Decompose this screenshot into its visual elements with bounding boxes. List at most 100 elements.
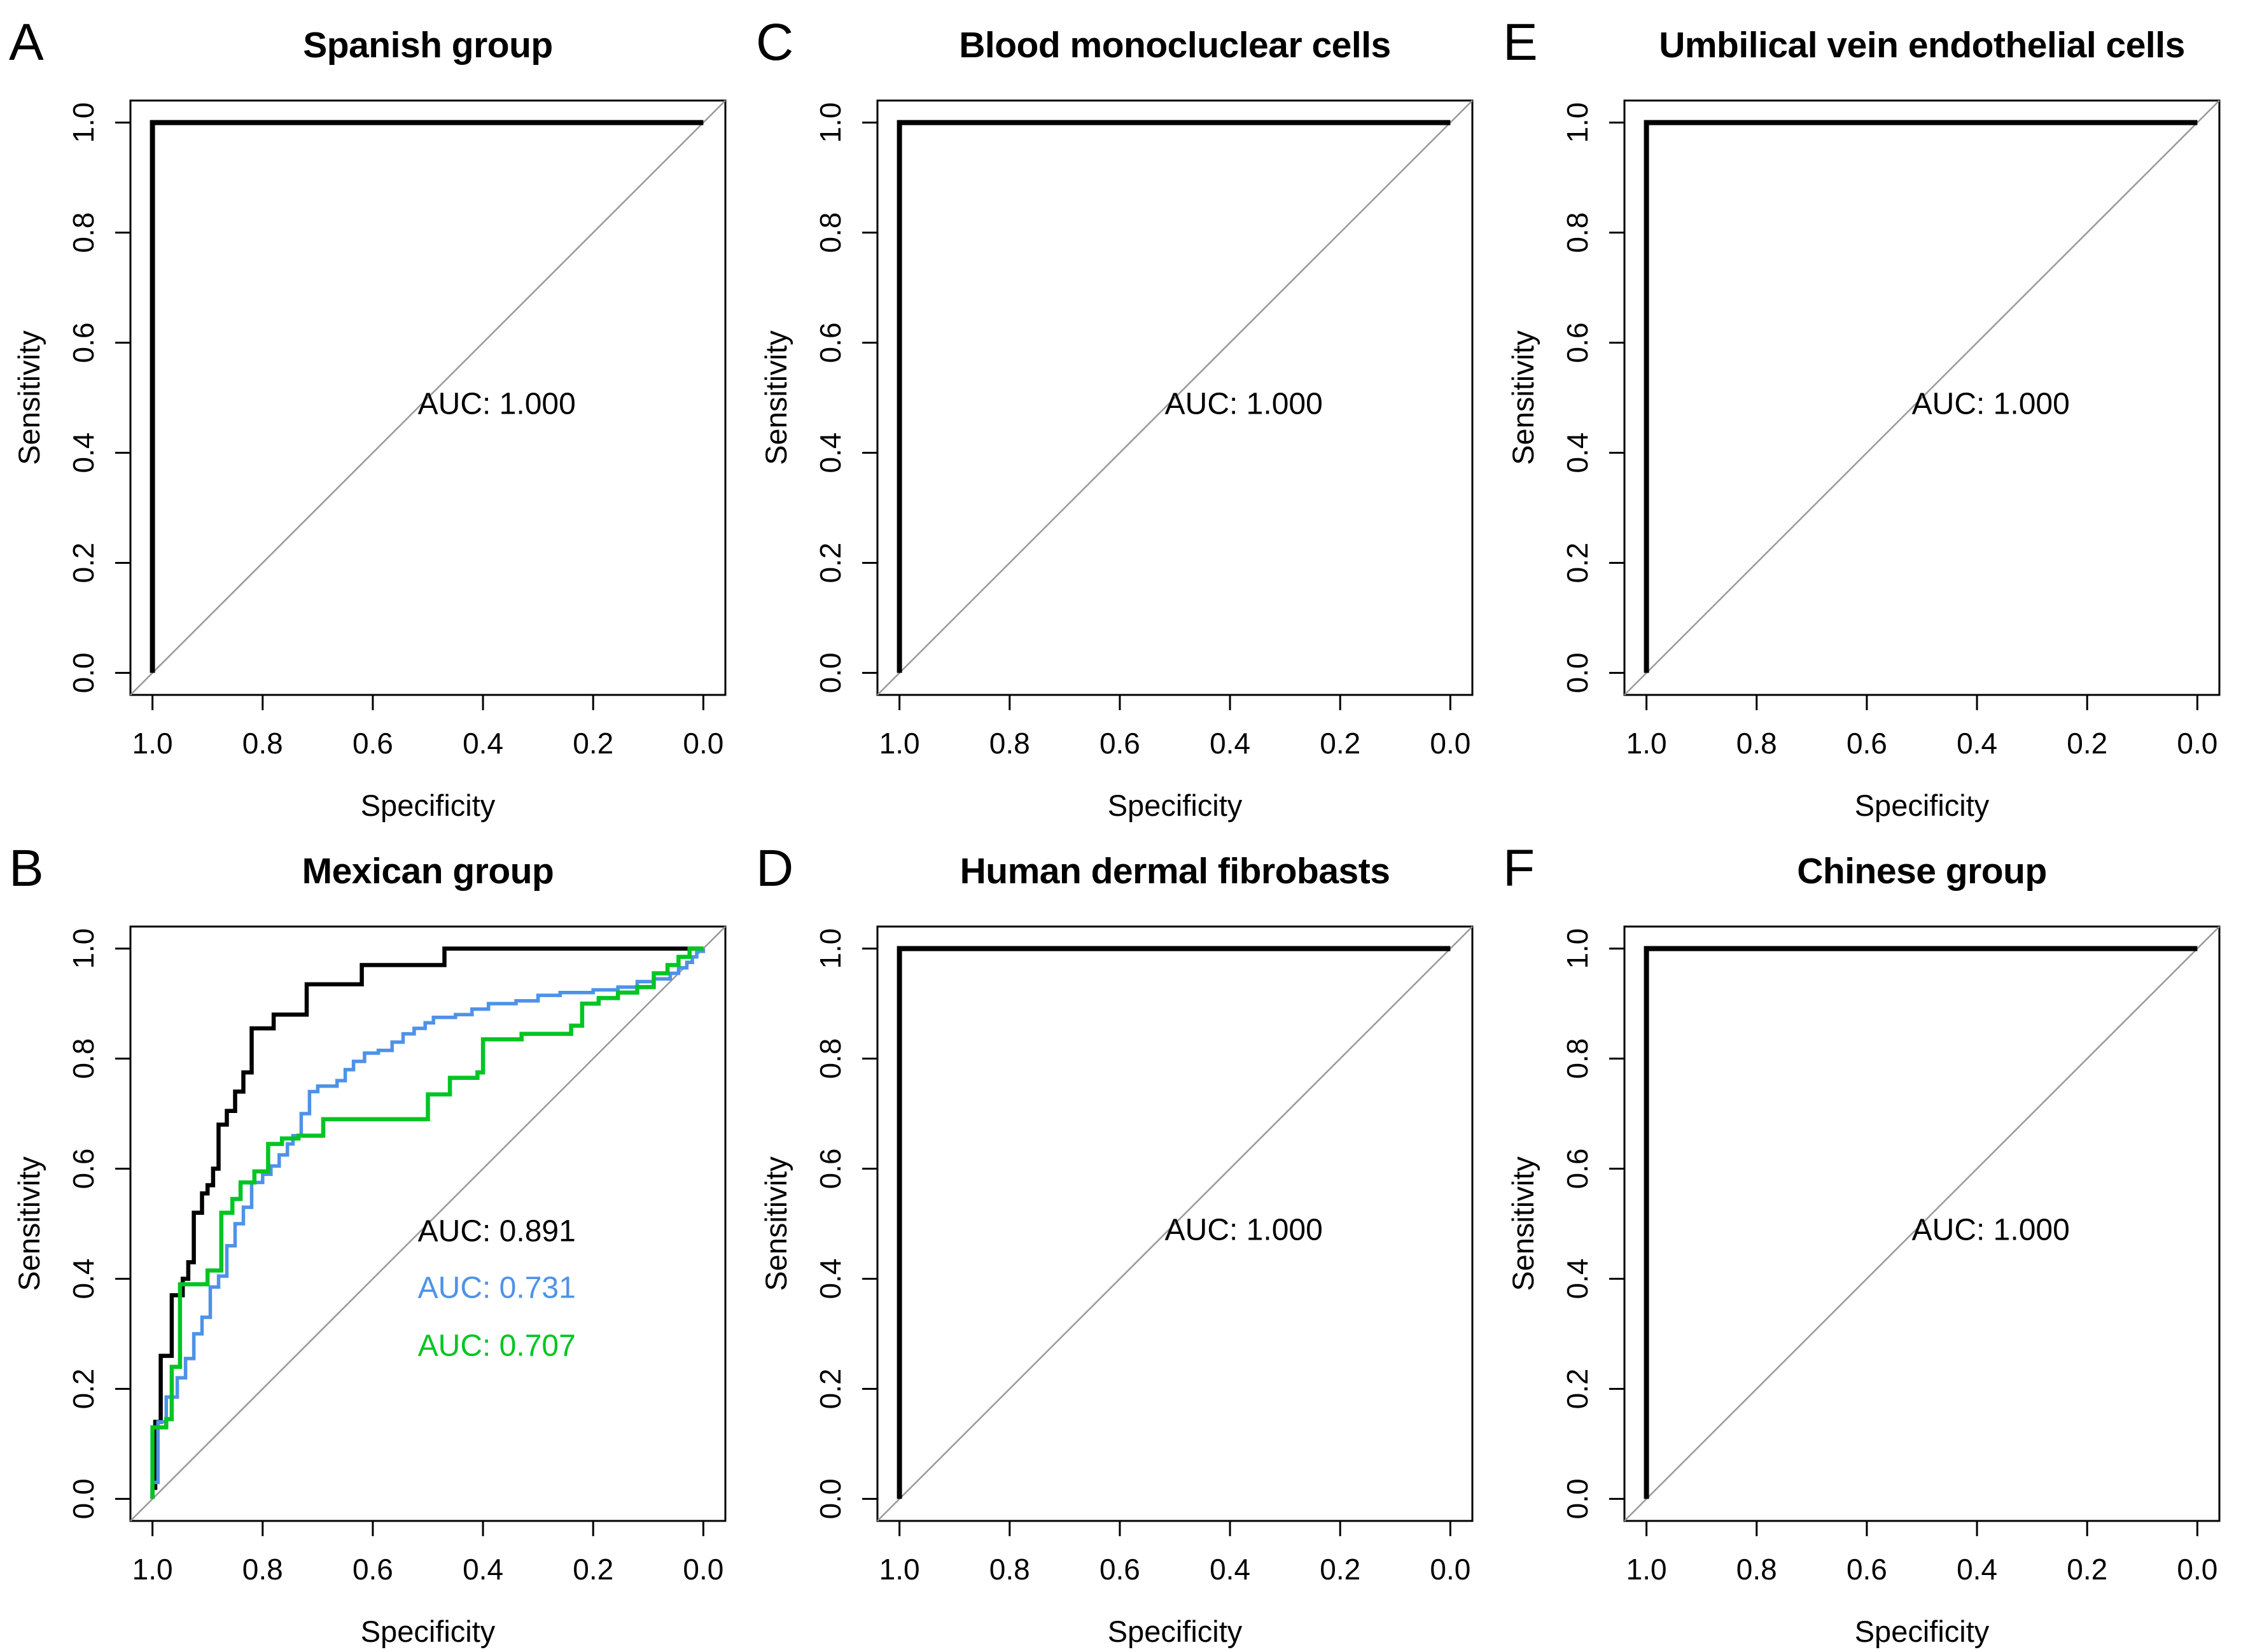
x-tick-label: 0.4 [1957, 727, 1997, 760]
x-tick-label: 0.2 [2067, 1553, 2107, 1586]
plot-box [876, 925, 1474, 1522]
panel-title: Umbilical vein endothelial cells [1659, 25, 2185, 66]
panel-letter: B [9, 839, 44, 897]
x-axis-title: Specificity [1108, 788, 1243, 822]
x-tick-label: 0.6 [1100, 727, 1140, 760]
x-tick-label: 1.0 [132, 727, 173, 760]
y-tick-label: 0.4 [67, 1259, 100, 1299]
plot-box [129, 925, 727, 1522]
y-tick-label: 1.0 [814, 102, 847, 143]
roc-plot: 1.0 0.8 0.6 0.4 0.2 0.0 0.0 0.2 0.4 0.6 0.8 1.0 Spec… [759, 925, 1474, 1648]
roc-panel-c: C Blood monocluclear cells 1.0 0.8 0.6 0.4 0… [747, 0, 1494, 826]
x-tick-label: 0.6 [1847, 727, 1887, 760]
y-tick-label: 0.4 [67, 433, 100, 473]
plot-box [1623, 99, 2221, 696]
x-tick-label: 0.0 [683, 727, 723, 760]
panel-title: Chinese group [1797, 851, 2047, 892]
x-tick-label: 0.2 [573, 727, 613, 760]
y-tick-label: 0.4 [814, 433, 847, 473]
roc-black-curve [150, 120, 704, 673]
x-tick-label: 0.6 [1847, 1553, 1887, 1586]
y-tick-label: 0.0 [1561, 1478, 1594, 1519]
panel-title: Human dermal fibrobasts [960, 851, 1390, 892]
x-tick-label: 0.0 [683, 1553, 723, 1586]
x-axis-title: Specificity [1108, 1614, 1243, 1648]
y-tick-label: 1.0 [1561, 928, 1594, 969]
y-tick-label: 0.8 [814, 1039, 847, 1079]
x-axis-title: Specificity [1855, 788, 1990, 822]
x-axis-title: Specificity [1855, 1614, 1990, 1648]
x-tick-label: 0.8 [989, 727, 1030, 760]
x-tick-label: 0.6 [353, 727, 393, 760]
roc-plot: 1.0 0.8 0.6 0.4 0.2 0.0 0.0 0.2 0.4 0.6 0.8 1.0 Spec… [12, 925, 727, 1648]
y-axis-title: Sensitivity [12, 1156, 46, 1291]
roc-plot: 1.0 0.8 0.6 0.4 0.2 0.0 0.0 0.2 0.4 0.6 0.8 1.0 Spec… [12, 99, 727, 822]
y-tick-label: 0.2 [67, 542, 100, 583]
x-tick-label: 0.2 [1320, 727, 1360, 760]
x-tick-label: 1.0 [1626, 727, 1667, 760]
y-tick-label: 1.0 [1561, 102, 1594, 143]
y-tick-label: 1.0 [67, 102, 100, 143]
x-tick-label: 1.0 [879, 727, 920, 760]
y-tick-label: 0.8 [1561, 213, 1594, 253]
auc-label: AUC: 1.000 [418, 388, 576, 421]
y-tick-label: 0.2 [814, 542, 847, 583]
roc-black-curve [1644, 946, 2198, 1499]
x-tick-label: 0.8 [1736, 727, 1777, 760]
x-tick-label: 0.8 [1736, 1553, 1777, 1586]
roc-black-curve [1644, 120, 2198, 673]
chance-diagonal-line [1624, 100, 2220, 696]
x-axis-title: Specificity [361, 1614, 496, 1648]
roc-panel-d: D Human dermal fibrobasts 1.0 0.8 0.6 0.4 0.… [747, 826, 1494, 1652]
y-tick-label: 0.8 [67, 213, 100, 253]
y-tick-label: 0.8 [1561, 1039, 1594, 1079]
panel-letter: C [756, 13, 794, 71]
x-tick-label: 0.0 [1430, 1553, 1470, 1586]
y-tick-label: 1.0 [814, 928, 847, 969]
panel-title: Blood monocluclear cells [959, 25, 1391, 66]
auc-label: AUC: 1.000 [1165, 388, 1323, 421]
panel-letter: A [9, 13, 44, 71]
x-tick-label: 1.0 [132, 1553, 173, 1586]
roc-plot: 1.0 0.8 0.6 0.4 0.2 0.0 0.0 0.2 0.4 0.6 0.8 1.0 Spec… [1506, 925, 2221, 1648]
y-tick-label: 0.0 [67, 652, 100, 693]
y-tick-label: 0.6 [67, 323, 100, 363]
x-axis-title: Specificity [361, 788, 496, 822]
panel-letter: D [756, 839, 794, 897]
x-tick-label: 0.2 [1320, 1553, 1360, 1586]
panel-title: Mexican group [302, 851, 554, 892]
panel-title: Spanish group [303, 25, 553, 66]
x-tick-label: 0.2 [2067, 727, 2107, 760]
auc-label: AUC: 1.000 [1912, 1214, 2070, 1247]
y-tick-label: 0.0 [67, 1478, 100, 1519]
y-axis-title: Sensitivity [759, 1156, 793, 1291]
x-tick-label: 0.6 [353, 1553, 393, 1586]
roc-plot: 1.0 0.8 0.6 0.4 0.2 0.0 0.0 0.2 0.4 0.6 0.8 1.0 Spec… [759, 99, 1474, 822]
x-tick-label: 0.4 [1210, 1553, 1250, 1586]
y-tick-label: 0.2 [814, 1368, 847, 1409]
roc-blue-curve [150, 948, 706, 1499]
y-tick-label: 0.6 [814, 323, 847, 363]
y-tick-label: 0.6 [67, 1149, 100, 1189]
auc-label: AUC: 0.891 [418, 1214, 576, 1248]
chance-diagonal-line [130, 100, 726, 696]
auc-label: AUC: 1.000 [1912, 388, 2070, 421]
roc-panel-e: E Umbilical vein endothelial cells 1.0 0.… [1494, 0, 2241, 826]
y-tick-label: 0.8 [67, 1039, 100, 1079]
roc-panel-b: B Mexican group 1.0 0.8 0.6 0.4 0.2 0.0 0.0 0.2… [0, 826, 747, 1652]
y-axis-title: Sensitivity [1506, 1156, 1540, 1291]
chance-diagonal-line [130, 926, 726, 1522]
auc-label: AUC: 1.000 [1165, 1214, 1323, 1247]
y-tick-label: 0.8 [814, 213, 847, 253]
x-tick-label: 0.0 [1430, 727, 1470, 760]
x-tick-label: 0.0 [2177, 727, 2217, 760]
y-tick-label: 0.6 [814, 1149, 847, 1189]
x-tick-label: 1.0 [1626, 1553, 1667, 1586]
x-tick-label: 0.8 [989, 1553, 1030, 1586]
y-tick-label: 0.6 [1561, 323, 1594, 363]
roc-black-curve [897, 120, 1451, 673]
y-tick-label: 0.4 [1561, 1259, 1594, 1299]
x-tick-label: 0.4 [1957, 1553, 1997, 1586]
y-tick-label: 0.0 [1561, 652, 1594, 693]
